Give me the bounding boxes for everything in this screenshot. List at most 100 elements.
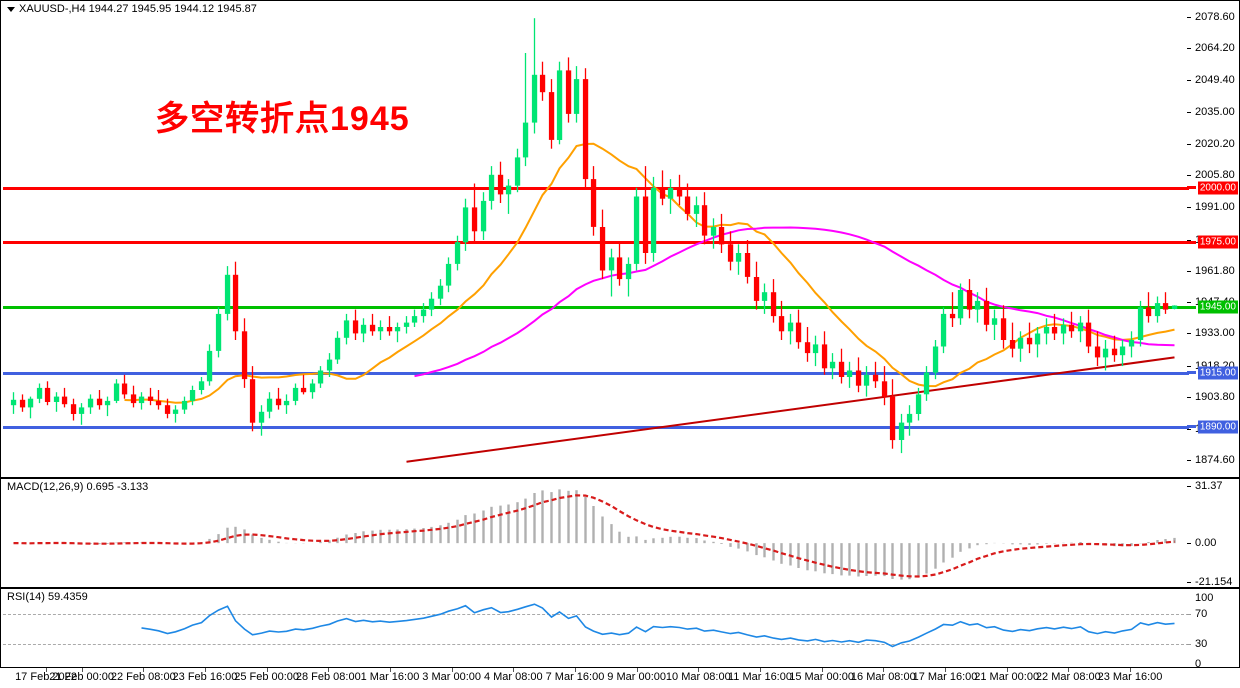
price-axis-tickmark: [1187, 365, 1191, 367]
time-axis-tickmark: [513, 668, 515, 672]
price-level-tick: [1187, 305, 1196, 309]
time-axis-label: 23 Feb 16:00: [172, 671, 238, 683]
time-axis-tickmark: [266, 668, 268, 672]
rsi-level-line-70: [3, 613, 1189, 615]
price-level-line-support[interactable]: [3, 425, 1189, 429]
price-level-tick: [1187, 425, 1196, 429]
macd-panel[interactable]: MACD(12,26,9) 0.695 -3.133 31.37 0.00 -21.…: [0, 478, 1240, 588]
time-axis-label: 3 Mar 00:00: [422, 671, 481, 683]
price-axis-tick: 2035.00: [1195, 105, 1235, 118]
macd-axis-tickmark: [1187, 543, 1191, 545]
price-axis-tickmark: [1187, 48, 1191, 50]
time-axis-tickmark: [204, 668, 206, 672]
rsi-axis-tick: 70: [1195, 607, 1208, 620]
rsi-header: RSI(14) 59.4359: [7, 591, 88, 603]
price-axis-tickmark: [1187, 16, 1191, 18]
time-axis-label: 17 Mar 16:00: [912, 671, 978, 683]
macd-axis-tickmark: [1187, 581, 1191, 583]
price-axis-tick: 2005.80: [1195, 169, 1235, 182]
time-axis-label: 11 Mar 16:00: [727, 671, 792, 683]
price-level-label[interactable]: 1915.00: [1197, 366, 1238, 380]
time-axis-tickmark: [698, 668, 700, 672]
price-level-line-support[interactable]: [3, 371, 1189, 375]
price-axis-tickmark: [1187, 333, 1191, 335]
macd-axis-tick: 31.37: [1195, 479, 1223, 492]
rsi-axis-tick: 30: [1195, 638, 1208, 651]
macd-plot-area[interactable]: [3, 481, 1189, 585]
macd-axis-tickmark: [1187, 485, 1191, 487]
time-axis-tickmark: [821, 668, 823, 672]
time-axis-tickmark: [944, 668, 946, 672]
rsi-axis[interactable]: 100 70 30 0: [1187, 589, 1239, 670]
time-axis-label: 10 Mar 08:00: [665, 671, 731, 683]
price-level-label[interactable]: 1975.00: [1197, 235, 1238, 249]
price-axis-tick: 1991.00: [1195, 201, 1235, 214]
price-axis-tickmark: [1187, 239, 1191, 241]
price-axis-tickmark: [1187, 143, 1191, 145]
macd-signal-line: [13, 494, 1175, 578]
price-level-line-resistance[interactable]: [3, 241, 1189, 245]
price-axis-tick: 2078.60: [1195, 10, 1235, 23]
rsi-axis-tickmark: [1187, 613, 1191, 615]
time-axis-label: 22 Feb 08:00: [110, 671, 176, 683]
time-axis-tickmark: [1006, 668, 1008, 672]
time-axis-label: 1 Mar 16:00: [360, 671, 420, 683]
price-axis-tick: 1874.60: [1195, 454, 1235, 467]
time-axis-label: 7 Mar 16:00: [545, 671, 605, 683]
price-level-label[interactable]: 2000.00: [1197, 181, 1238, 195]
macd-axis[interactable]: 31.37 0.00 -21.154: [1187, 479, 1239, 588]
time-axis-tickmark: [574, 668, 576, 672]
rsi-plot-area[interactable]: [3, 591, 1189, 665]
rsi-axis-tick: 100: [1195, 592, 1214, 604]
time-axis-tickmark: [81, 668, 83, 672]
time-axis-label: 4 Mar 08:00: [483, 671, 543, 683]
time-axis-tickmark: [759, 668, 761, 672]
time-axis[interactable]: 17 Feb 2022 21 Feb 00:00 22 Feb 08:00 23 Fe…: [0, 668, 1240, 688]
time-axis-tickmark: [328, 668, 330, 672]
macd-axis-tick: 0.00: [1195, 537, 1217, 550]
macd-axis-tick: -21.154: [1195, 575, 1233, 588]
ma-fast-line: [124, 142, 1175, 404]
symbol-header[interactable]: XAUUSD-,H4 1944.27 1945.95 1944.12 1945.…: [7, 3, 257, 15]
time-axis-label: 17 Feb 2022: [15, 671, 77, 683]
time-axis-label: 23 Mar 16:00: [1097, 671, 1163, 683]
price-panel[interactable]: XAUUSD-,H4 1944.27 1945.95 1944.12 1945.…: [0, 0, 1240, 478]
price-level-line-pivot[interactable]: [3, 306, 1189, 310]
triangle-down-icon[interactable]: [7, 6, 15, 12]
time-axis-tickmark: [883, 668, 885, 672]
rsi-level-line-30: [3, 644, 1189, 646]
price-axis-tickmark: [1187, 302, 1191, 304]
time-axis-label: 15 Mar 00:00: [789, 671, 855, 683]
price-axis-tick: 2020.20: [1195, 137, 1235, 150]
time-axis-tickmark: [45, 668, 47, 672]
time-axis-tickmark: [1068, 668, 1070, 672]
time-axis-label: 21 Mar 00:00: [974, 671, 1040, 683]
time-axis-label: 16 Mar 08:00: [850, 671, 916, 683]
rsi-axis-tick: 0: [1195, 658, 1202, 670]
price-axis-tick: 1903.80: [1195, 390, 1235, 403]
ascending-trendline[interactable]: [406, 356, 1175, 463]
price-level-label[interactable]: 1945.00: [1197, 300, 1238, 314]
chart-annotation-text[interactable]: 多空转折点1945: [155, 100, 410, 138]
time-axis-tickmark: [1130, 668, 1131, 672]
time-axis-label: 28 Feb 08:00: [295, 671, 361, 683]
price-axis-tickmark: [1187, 429, 1191, 431]
macd-series[interactable]: [3, 481, 1189, 585]
price-axis-tickmark: [1187, 175, 1191, 177]
time-axis-tickmark: [636, 668, 638, 672]
time-axis-label: 21 Feb 00:00: [49, 671, 115, 683]
price-level-tick: [1187, 186, 1196, 190]
price-axis-tickmark: [1187, 111, 1191, 113]
time-axis-tickmark: [143, 668, 145, 672]
price-axis-tickmark: [1187, 80, 1191, 82]
price-axis-tickmark: [1187, 460, 1191, 462]
candlestick-series[interactable]: [3, 3, 1189, 475]
rsi-line[interactable]: [141, 603, 1175, 648]
price-axis[interactable]: 2078.60 2064.20 2049.40 2035.00 2020.20 2005.…: [1187, 1, 1239, 477]
price-axis-tickmark: [1187, 396, 1191, 398]
price-axis-tick: 1933.00: [1195, 327, 1235, 340]
price-level-label[interactable]: 1890.00: [1197, 420, 1238, 434]
price-plot-area[interactable]: 多空转折点1945: [3, 3, 1189, 475]
rsi-panel[interactable]: RSI(14) 59.4359 100 70 30 0: [0, 588, 1240, 670]
price-level-tick: [1187, 371, 1196, 375]
